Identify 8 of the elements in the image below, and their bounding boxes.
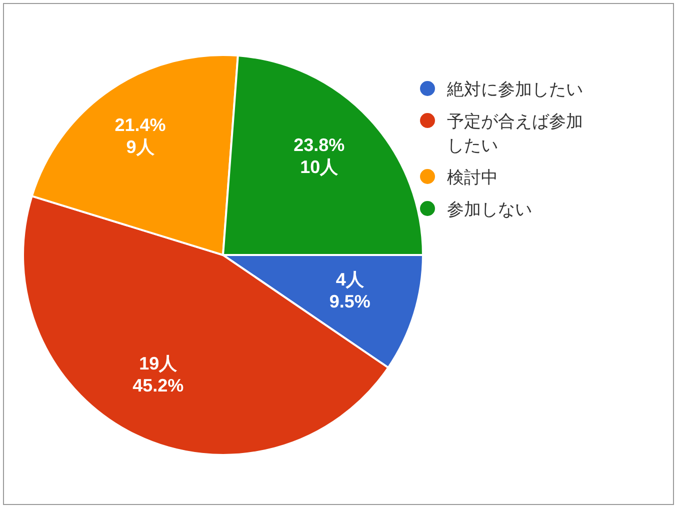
legend-label: 絶対に参加したい <box>447 79 584 101</box>
data-label: 4人 9.5% <box>329 270 370 312</box>
legend-label: 検討中 <box>447 167 499 189</box>
data-label: 19人 45.2% <box>132 353 184 396</box>
data-label: 23.8% 10人 <box>294 135 345 178</box>
legend-label: 参加しない <box>447 199 533 221</box>
legend-label: 予定が合えば参加したい <box>447 111 584 157</box>
data-label: 21.4% 9人 <box>114 114 166 157</box>
